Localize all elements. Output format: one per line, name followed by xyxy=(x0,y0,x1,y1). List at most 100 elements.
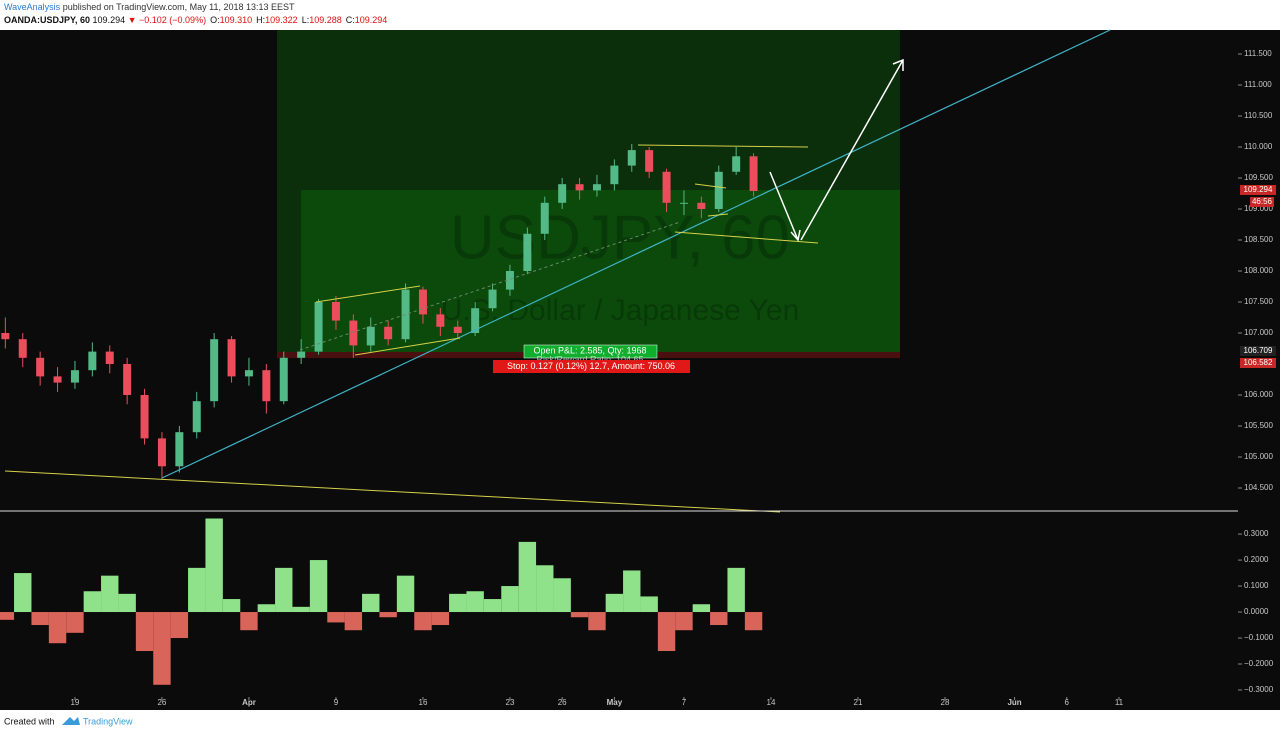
candle-body xyxy=(105,351,114,364)
y-tick-label: 0.1000 xyxy=(1244,581,1269,590)
y-tick-label: 0.3000 xyxy=(1244,529,1269,538)
candle-body xyxy=(192,401,201,433)
x-tick-label: 19 xyxy=(70,698,79,707)
y-tick-label: 109.000 xyxy=(1244,204,1273,213)
histogram-bar xyxy=(101,575,119,613)
y-tick-label: −0.2000 xyxy=(1244,659,1274,668)
candle-body xyxy=(366,326,375,346)
histogram-bar xyxy=(292,606,310,613)
y-tick-label: 110.500 xyxy=(1244,111,1273,120)
stop-tag xyxy=(1240,358,1276,368)
candle-body xyxy=(645,150,654,172)
histogram-bar xyxy=(344,612,363,631)
channel-top[interactable] xyxy=(315,285,421,303)
y-tick-label: 108.000 xyxy=(1244,266,1273,275)
histogram-bar xyxy=(414,612,432,631)
y-tick-label: −0.3000 xyxy=(1244,685,1274,694)
x-tick-label: 26 xyxy=(558,698,567,707)
histogram-bar xyxy=(396,575,415,613)
range-top[interactable] xyxy=(637,144,809,148)
candle-body xyxy=(592,184,601,191)
candle-body xyxy=(418,289,427,315)
histogram-bar xyxy=(240,612,258,631)
x-tick-label: 7 xyxy=(682,698,687,707)
footer-brand[interactable]: TradingView xyxy=(83,716,133,726)
x-tick-label: Jun xyxy=(1007,698,1021,707)
candle-body xyxy=(558,184,567,203)
ohlc-key: C: xyxy=(346,15,355,25)
ohlc-value: 109.310 xyxy=(220,15,253,25)
histogram-bar xyxy=(431,612,450,626)
footer-created: Created with xyxy=(4,716,55,726)
histogram-bar xyxy=(588,612,606,631)
histogram-bar xyxy=(657,612,676,652)
published: published on TradingView.com, May 11, 20… xyxy=(63,2,295,12)
candle-body xyxy=(401,289,410,340)
x-tick-label: 23 xyxy=(506,698,515,707)
trend-line[interactable] xyxy=(161,29,1111,479)
drawings xyxy=(4,29,1111,513)
y-tick-label: 105.500 xyxy=(1244,421,1273,430)
author[interactable]: WaveAnalysis xyxy=(4,2,61,12)
candle-body xyxy=(488,289,497,309)
x-tick-label: 11 xyxy=(1115,698,1124,707)
histogram-bar xyxy=(48,612,67,644)
y-tick-label: 108.500 xyxy=(1244,235,1273,244)
x-tick-label: May xyxy=(607,698,623,707)
entry-tag-label: 106.709 xyxy=(1244,346,1273,355)
histogram-bar xyxy=(692,604,711,613)
candle-body xyxy=(732,156,741,172)
flag-top[interactable] xyxy=(694,183,727,189)
histogram-bar xyxy=(14,573,32,613)
candle-body xyxy=(210,339,219,402)
candle-body xyxy=(244,370,253,377)
histogram-bar xyxy=(710,612,728,626)
candle-body xyxy=(331,301,340,321)
candle-body xyxy=(70,370,79,383)
dashed-line[interactable] xyxy=(299,221,681,351)
histogram-bar xyxy=(570,612,589,618)
series xyxy=(0,143,763,685)
histogram-bar xyxy=(170,612,189,639)
candle-body xyxy=(453,326,462,333)
histogram-bar xyxy=(362,593,380,613)
histogram-bar xyxy=(744,612,763,631)
stop-box xyxy=(493,360,690,373)
range-bottom[interactable] xyxy=(674,231,819,244)
x-tick-label: 16 xyxy=(419,698,428,707)
candle-body xyxy=(749,156,758,192)
stop-label: Stop: 0.127 (0.12%) 12.7, Amount: 750.06 xyxy=(507,361,675,371)
arrow-down[interactable] xyxy=(769,171,801,242)
ohlc-value: 109.288 xyxy=(309,15,342,25)
histogram-bar xyxy=(222,599,241,613)
histogram-bar xyxy=(66,612,84,633)
stop-tag-label: 106.582 xyxy=(1244,358,1273,367)
ohlc-key: L: xyxy=(302,15,310,25)
arrow-up[interactable] xyxy=(800,58,904,241)
candle-body xyxy=(314,301,323,352)
last-tag xyxy=(1240,185,1276,195)
candle-body xyxy=(297,351,306,358)
last-tag-label: 109.294 xyxy=(1244,185,1273,194)
header-line-2: OANDA:USDJPY, 60 109.294 ▼ −0.102 (−0.09… xyxy=(4,15,387,25)
histogram-bar xyxy=(0,612,15,620)
histogram-bar xyxy=(275,567,293,613)
ratio-label: Risk/Reward Ratio: 104.65 xyxy=(536,354,643,364)
symbol: OANDA:USDJPY, 60 xyxy=(4,15,90,25)
flag-bottom[interactable] xyxy=(707,213,729,217)
ohlc: O:109.310 H:109.322 L:109.288 C:109.294 xyxy=(210,15,387,25)
candle-body xyxy=(384,326,393,340)
last: 109.294 xyxy=(93,15,126,25)
x-tick-label: Apr xyxy=(242,698,256,707)
candle-body xyxy=(279,357,288,402)
candle-body xyxy=(157,438,166,467)
y-tick-label: 111.000 xyxy=(1244,80,1272,89)
x-tick-label: 28 xyxy=(941,698,950,707)
candle-body xyxy=(697,202,706,209)
channel-bottom[interactable] xyxy=(354,337,461,356)
candle-body xyxy=(471,308,480,333)
ohlc-key: H: xyxy=(256,15,265,25)
support-line[interactable] xyxy=(4,470,781,513)
candle-body xyxy=(123,363,132,395)
candle-body xyxy=(575,184,584,191)
